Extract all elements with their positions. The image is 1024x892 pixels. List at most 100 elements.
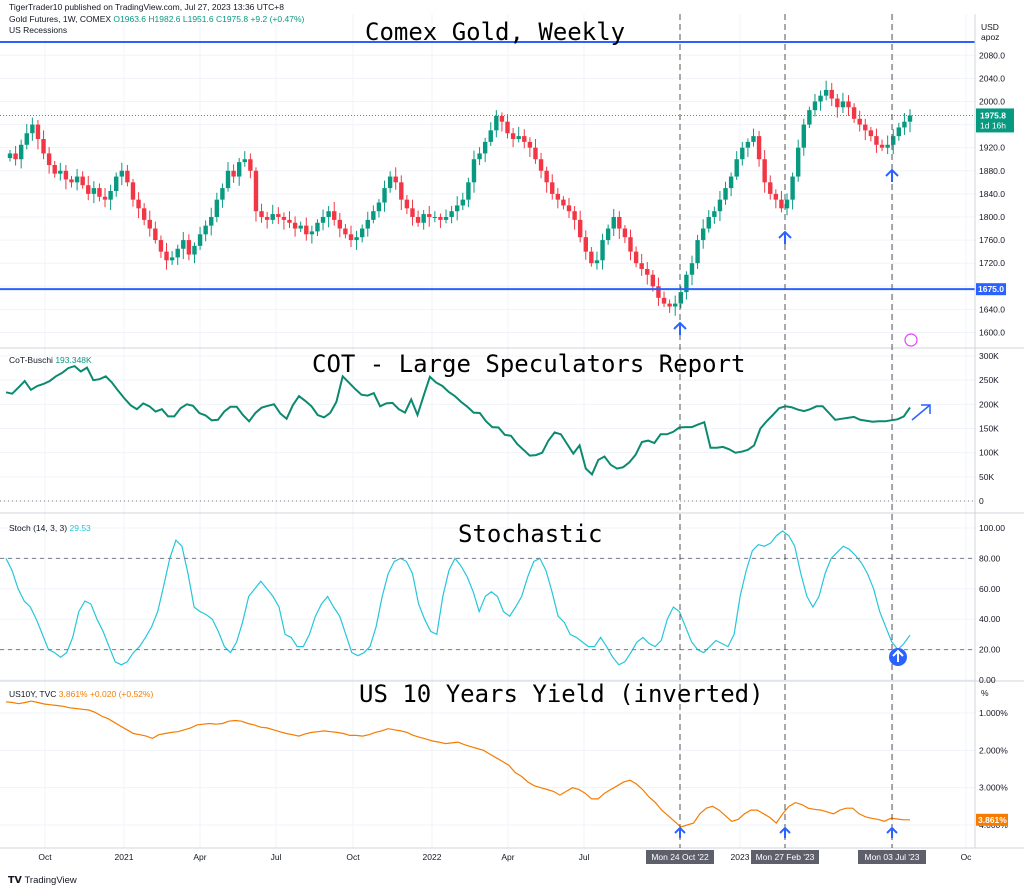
candle-body (482, 141, 488, 154)
candle-body (516, 136, 521, 140)
candle-body (455, 205, 460, 212)
stoch-legend-name: Stoch (14, 3, 3) (9, 523, 68, 533)
candle-body (158, 240, 164, 252)
price-legend-ohlc: O1963.6 H1982.6 L1951.6 C1975.8 +9.2 (+0… (113, 14, 305, 24)
candle-body (879, 144, 885, 148)
candle-body (678, 292, 684, 304)
candle-body (326, 211, 331, 217)
cot-tick-label: 50K (979, 472, 994, 482)
candle-body (343, 228, 348, 235)
candle-body (276, 214, 281, 217)
candle-body (572, 211, 577, 220)
candle-body (807, 110, 812, 125)
cot-line (5, 364, 911, 477)
price-tick-label: 1720.0 (979, 258, 1005, 268)
candle-body (466, 182, 471, 200)
date-marker-label: Mon 03 Jul '23 (864, 852, 919, 862)
candle-body (136, 199, 141, 209)
candle-body (35, 124, 41, 140)
yield-panel (5, 700, 910, 828)
candle-body (689, 263, 695, 275)
candle-body (622, 228, 628, 238)
price-tick-label: 2080.0 (979, 50, 1005, 60)
cot-tick-label: 250K (979, 375, 999, 385)
candle-body (74, 176, 80, 183)
tradingview-brand: TradingView (24, 875, 77, 886)
price-legend-sub: US Recessions (9, 25, 68, 35)
candle-body (527, 141, 533, 148)
candle-body (281, 216, 287, 220)
candle-body (639, 263, 644, 269)
candle-body (415, 216, 421, 223)
candle-body (86, 185, 91, 194)
candle-body (840, 101, 846, 108)
axes: 1600.01640.01680.01720.01760.01800.01840… (0, 14, 1024, 862)
candle-body (382, 188, 387, 203)
candle-body (270, 214, 275, 220)
candle-body (823, 89, 829, 96)
candle-body (812, 101, 818, 111)
cot-tick-label: 150K (979, 424, 999, 434)
grid-lines (0, 14, 975, 848)
time-tick-label: Oct (38, 852, 52, 862)
stoch-panel-title: Stochastic (458, 520, 603, 548)
time-tick-label: Jul (579, 852, 590, 862)
price-tick-label: 2000.0 (979, 96, 1005, 106)
candle-body (650, 274, 656, 287)
cot-panel-title: COT - Large Speculators Report (312, 350, 746, 378)
candle-body (600, 240, 605, 261)
candle-body (304, 225, 309, 235)
candle-body (555, 193, 561, 200)
candle-body (443, 216, 449, 220)
cot-panel (0, 364, 975, 502)
candle-body (488, 130, 493, 142)
candle-body (538, 159, 544, 171)
candle-body (762, 159, 767, 183)
price-tick-label: 1640.0 (979, 304, 1005, 314)
published-text: TigerTrader10 published on TradingView.c… (9, 2, 284, 12)
candle-body (186, 240, 192, 255)
cot-legend: CoT-Buschi 193.348K (9, 355, 92, 365)
candle-body (522, 136, 527, 142)
stoch-legend: Stoch (14, 3, 3) 29.53 (9, 523, 91, 533)
markers: Mon 24 Oct '22 Mon 27 Feb '23 Mon 03 Jul '… (646, 14, 926, 864)
candle-body (633, 251, 639, 264)
candle-body (700, 228, 706, 241)
candle-body (264, 216, 270, 220)
candle-body (371, 211, 376, 220)
cot-tick-label: 0 (979, 496, 984, 506)
candle-body (667, 303, 672, 307)
lightning-icon (904, 333, 918, 347)
up-arrow-icon (673, 321, 687, 335)
candle-body (891, 136, 896, 145)
time-tick-label: 2022 (423, 852, 442, 862)
candle-body (695, 240, 700, 264)
date-marker-label: Mon 27 Feb '23 (756, 852, 815, 862)
candle-body (125, 170, 130, 183)
candle-body (248, 159, 253, 171)
yield-last-label: 3.861% (978, 815, 1007, 825)
time-tick-label: Oc (961, 852, 973, 862)
up-arrow-icon (885, 168, 899, 182)
candle-body (902, 121, 907, 128)
candle-body (438, 216, 443, 220)
candle-body (790, 176, 795, 200)
time-tick-label: 2021 (115, 852, 134, 862)
candle-body (332, 211, 337, 220)
candle-body (712, 211, 717, 217)
price-tick-label: 1920.0 (979, 143, 1005, 153)
cot-tick-label: 200K (979, 399, 999, 409)
candle-body (69, 179, 74, 183)
candle-body (52, 164, 57, 174)
cot-trend-arrow (911, 404, 931, 421)
stoch-tick-label: 80.00 (979, 553, 1001, 563)
candle-body (449, 211, 454, 217)
candle-body (550, 182, 555, 194)
candle-body (656, 286, 661, 298)
candle-body (203, 225, 208, 235)
price-tick-label: 1600.0 (979, 328, 1005, 338)
candle-body (751, 136, 756, 142)
candle-body (773, 193, 779, 200)
time-tick-label: 2023 (731, 852, 750, 862)
candle-body (393, 176, 398, 183)
